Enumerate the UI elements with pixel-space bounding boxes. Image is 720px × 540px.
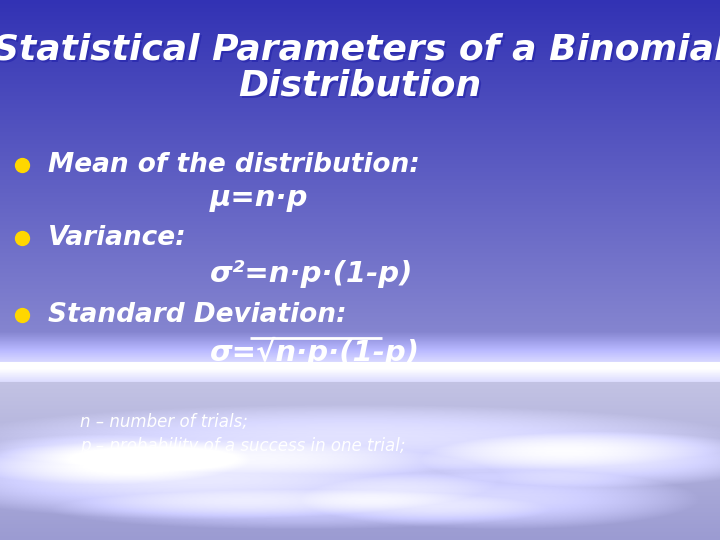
Text: μ=n·p: μ=n·p: [210, 184, 308, 212]
Text: n – number of trials;: n – number of trials;: [80, 413, 248, 431]
Text: Standard Deviation:: Standard Deviation:: [48, 302, 346, 328]
Text: Variance:: Variance:: [48, 225, 186, 251]
Text: σ=√n·p·(1-p): σ=√n·p·(1-p): [210, 337, 420, 367]
Text: Statistical Parameters of a Binomial: Statistical Parameters of a Binomial: [0, 33, 720, 67]
Text: Statistical Parameters of a Binomial: Statistical Parameters of a Binomial: [0, 35, 720, 69]
Text: Distribution: Distribution: [240, 70, 484, 104]
Text: p – probability of a success in one trial;: p – probability of a success in one tria…: [80, 437, 405, 455]
Text: Mean of the distribution:: Mean of the distribution:: [48, 152, 420, 178]
Text: σ²=n·p·(1-p): σ²=n·p·(1-p): [210, 260, 413, 288]
Text: Distribution: Distribution: [238, 68, 482, 102]
